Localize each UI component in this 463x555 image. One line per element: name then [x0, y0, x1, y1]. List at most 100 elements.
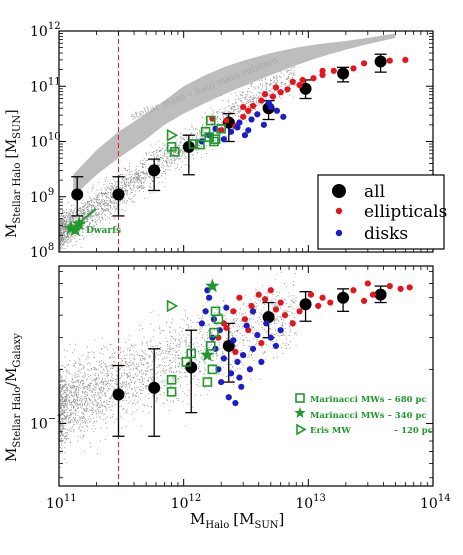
cloud-dot [276, 340, 278, 342]
cloud-dot [232, 103, 233, 105]
cloud-dot [202, 125, 204, 126]
cloud-dot [217, 313, 218, 315]
cloud-dot [105, 202, 107, 204]
cloud-dot [219, 344, 220, 346]
cloud-dot [93, 197, 95, 199]
cloud-dot [145, 173, 147, 174]
cloud-dot [125, 362, 126, 364]
cloud-dot [234, 323, 236, 324]
cloud-dot [182, 153, 184, 155]
cloud-dot [281, 334, 283, 336]
cloud-dot [71, 222, 73, 223]
cloud-dot [62, 424, 63, 426]
cloud-dot [72, 216, 73, 218]
cloud-dot [102, 202, 104, 204]
cloud-dot [84, 227, 86, 228]
cloud-dot [103, 199, 105, 201]
cloud-dot [236, 113, 238, 114]
cloud-dot [102, 389, 104, 391]
cloud-dot [216, 112, 218, 113]
cloud-dot [295, 332, 297, 333]
cloud-dot [82, 354, 84, 356]
cloud-dot [258, 104, 260, 106]
cloud-dot [115, 383, 117, 385]
cloud-dot [62, 212, 64, 214]
cloud-dot [62, 231, 64, 233]
cloud-dot [140, 370, 142, 371]
cloud-dot [59, 228, 61, 230]
cloud-dot [136, 176, 138, 178]
cloud-dot [84, 211, 86, 213]
cloud-dot [79, 369, 81, 371]
cloud-dot [93, 216, 95, 218]
cloud-dot [61, 244, 63, 245]
cloud-dot [276, 322, 277, 324]
cloud-dot [254, 87, 256, 89]
ylabel-main: M [4, 224, 20, 238]
cloud-dot [217, 116, 219, 118]
cloud-dot [131, 388, 132, 390]
cloud-dot [63, 400, 65, 402]
cloud-dot [159, 332, 161, 334]
cloud-dot [144, 386, 146, 387]
cloud-dot [83, 413, 85, 415]
cloud-dot [216, 309, 218, 311]
cloud-dot [69, 234, 71, 235]
cloud-dot [103, 383, 104, 385]
cloud-dot [260, 92, 262, 94]
cloud-dot [285, 331, 287, 333]
cloud-dot [75, 233, 77, 235]
cloud-dot [110, 383, 112, 385]
cloud-dot [87, 354, 89, 356]
cloud-dot [81, 412, 83, 414]
cloud-dot [60, 248, 61, 250]
cloud-dot [163, 155, 165, 157]
cloud-dot [92, 396, 93, 398]
cloud-dot [127, 364, 129, 365]
cloud-dot [122, 201, 124, 202]
cloud-dot [159, 364, 161, 366]
cloud-dot [157, 177, 159, 179]
cloud-dot [280, 77, 282, 79]
cloud-dot [107, 370, 109, 372]
cloud-dot [195, 337, 197, 339]
cloud-dot [125, 400, 127, 401]
cloud-dot [82, 211, 84, 213]
cloud-dot [230, 108, 232, 110]
cloud-dot [105, 210, 107, 211]
cloud-dot [165, 337, 167, 339]
cloud-dot [113, 366, 115, 367]
cloud-dot [250, 99, 252, 101]
cloud-dot [177, 145, 178, 147]
cloud-dot [180, 342, 182, 344]
cloud-dot [64, 237, 66, 239]
cloud-dot [225, 318, 227, 320]
cloud-dot [134, 182, 136, 184]
cloud-dot [72, 212, 74, 214]
cloud-dot [124, 381, 126, 383]
cloud-dot [179, 345, 181, 347]
cloud-dot [102, 337, 103, 339]
cloud-dot [61, 397, 63, 399]
cloud-dot [202, 315, 203, 317]
top-panel: stellar mass – halo mass relation Dwarfs… [4, 21, 447, 261]
y-tick-label: 109 [30, 187, 54, 206]
cloud-dot [216, 327, 218, 328]
cloud-dot [79, 218, 81, 219]
cloud-dot [234, 345, 236, 347]
cloud-dot [141, 178, 142, 180]
cloud-dot [282, 326, 284, 327]
cloud-dot [71, 233, 72, 234]
cloud-dot [92, 209, 94, 211]
cloud-dot [62, 414, 64, 415]
cloud-dot [126, 191, 128, 193]
cloud-dot [139, 187, 141, 189]
cloud-dot [114, 207, 116, 209]
cloud-dot [90, 409, 92, 411]
cloud-dot [62, 240, 64, 242]
cloud-dot [84, 396, 86, 398]
cloud-dot [64, 391, 66, 393]
cloud-dot [263, 307, 265, 309]
cloud-dot [248, 345, 250, 347]
cloud-dot [60, 422, 62, 424]
